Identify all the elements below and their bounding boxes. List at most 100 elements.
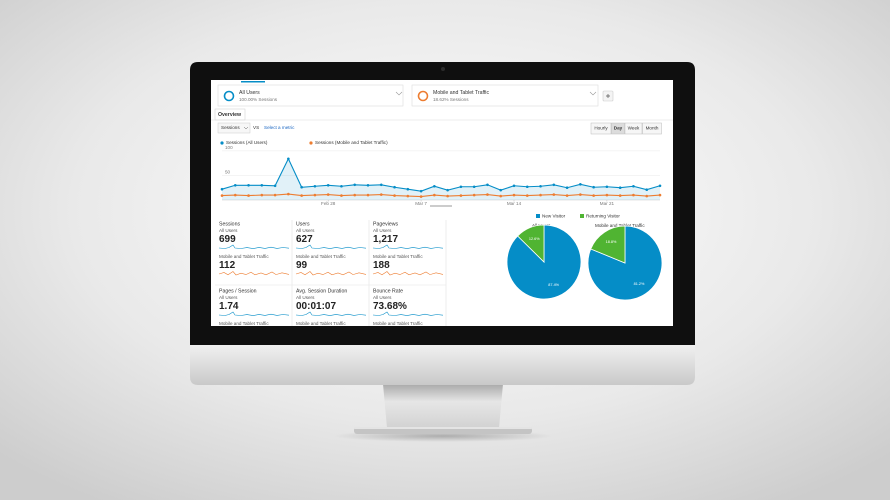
legend-label: Sessions (All Users) — [226, 140, 268, 145]
data-point — [393, 194, 396, 197]
plus-icon — [606, 94, 610, 98]
legend-label: New Visitor — [542, 214, 566, 219]
data-point — [472, 185, 476, 189]
tile-title: Pageviews — [373, 221, 398, 227]
legend-label: Sessions (Mobile and Tablet Traffic) — [315, 140, 388, 145]
data-point — [326, 193, 330, 196]
tile-segment: All Users — [219, 295, 238, 300]
metric-name: Sessions — [221, 125, 240, 130]
data-point — [220, 194, 224, 197]
data-point — [472, 193, 476, 197]
tile-value: 73.68% — [373, 301, 407, 312]
data-point — [486, 193, 489, 196]
data-point — [433, 184, 436, 188]
pie-slice — [590, 225, 626, 264]
y-tick-label: 100 — [225, 145, 233, 150]
legend-swatch — [580, 214, 584, 218]
data-point — [233, 183, 237, 187]
data-point — [552, 193, 556, 196]
x-tick-label: Mar 7 — [415, 201, 427, 206]
tile-segment: All Users — [373, 228, 392, 233]
data-point — [525, 185, 529, 189]
x-tick-label: Mar 21 — [600, 201, 615, 206]
monitor-chin — [190, 344, 695, 385]
data-point — [247, 194, 250, 197]
data-point — [565, 194, 569, 197]
data-point — [273, 193, 277, 197]
tile-segment: Mobile and Tablet Traffic — [296, 254, 346, 259]
y-tick-label: 50 — [225, 170, 231, 175]
data-point — [618, 186, 622, 190]
data-point — [579, 182, 582, 186]
pie-slice — [587, 225, 663, 301]
data-point — [632, 193, 635, 197]
tile-segment: Mobile and Tablet Traffic — [373, 321, 423, 326]
data-point — [459, 185, 463, 189]
legend-marker — [220, 141, 224, 145]
data-point — [618, 194, 622, 197]
data-point — [512, 184, 516, 188]
pie-slice — [506, 224, 582, 300]
data-point — [446, 188, 449, 192]
data-point — [233, 193, 237, 197]
data-point — [379, 193, 383, 196]
segment-box[interactable] — [411, 84, 599, 107]
tile-segment: All Users — [296, 295, 315, 300]
segment-box[interactable] — [217, 84, 404, 107]
pie-value-label: 12.6% — [529, 237, 540, 241]
tile-value: 699 — [219, 234, 236, 245]
data-point — [539, 184, 542, 188]
interval-button[interactable] — [624, 122, 643, 135]
data-point — [287, 157, 290, 161]
tile-value: 1,217 — [373, 234, 398, 245]
data-point — [419, 195, 423, 198]
data-point — [406, 194, 410, 198]
metric-dropdown[interactable] — [217, 122, 251, 134]
data-point — [592, 185, 595, 189]
data-point — [645, 194, 649, 198]
data-point — [260, 183, 264, 187]
tab-label: Overview — [218, 112, 242, 118]
data-point — [645, 188, 649, 191]
interval-button[interactable] — [611, 122, 625, 135]
interval-buttons: Hourly Day Week Month — [590, 122, 662, 135]
interval-label: Day — [614, 126, 623, 131]
data-point — [313, 184, 317, 188]
data-point — [539, 193, 542, 197]
data-point — [486, 183, 489, 187]
stand-base-highlight — [354, 427, 532, 429]
data-point — [579, 193, 582, 196]
data-point — [446, 194, 449, 198]
data-point — [300, 194, 303, 197]
pie-slice — [517, 224, 545, 263]
stand-neck — [383, 384, 503, 428]
data-point — [220, 187, 224, 191]
interval-button[interactable] — [642, 122, 662, 135]
pie-value-label: 87.4% — [548, 283, 559, 287]
data-point — [632, 184, 635, 188]
data-point — [433, 193, 436, 197]
series-area — [222, 158, 660, 200]
x-tick-label: Feb 28 — [321, 201, 336, 206]
tile-title: Users — [296, 221, 310, 227]
data-point — [592, 194, 595, 197]
data-point — [340, 194, 343, 197]
data-point — [406, 187, 410, 191]
select-metric-link[interactable]: Select a metric — [264, 125, 295, 130]
data-point — [326, 183, 330, 187]
tile-segment: All Users — [296, 228, 315, 233]
interval-button[interactable] — [590, 122, 612, 135]
dropdown-caret — [243, 126, 249, 130]
pie-value-label: 81.2% — [634, 282, 645, 286]
data-point — [366, 183, 370, 187]
interval-label: Hourly — [594, 126, 608, 131]
data-point — [273, 184, 277, 188]
tile-value: 00:01:07 — [296, 301, 336, 312]
data-point — [459, 194, 463, 197]
segment-selected-bar — [241, 81, 265, 83]
pie-title: Mobile and Tablet Traffic — [595, 223, 645, 228]
